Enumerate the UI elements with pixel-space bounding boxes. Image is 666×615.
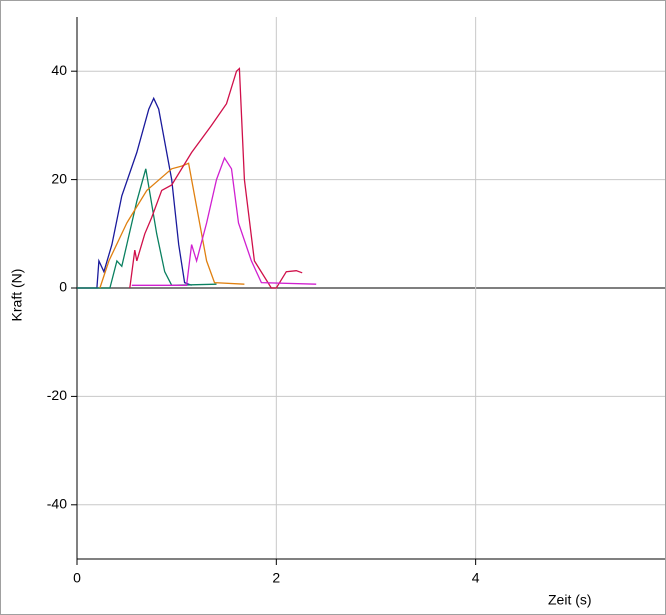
data-line: [131, 156, 317, 286]
x-tick-label: 0: [73, 570, 81, 586]
y-axis-label: Kraft (N): [9, 269, 25, 322]
y-tick-label: -40: [47, 496, 67, 512]
x-tick-label: 4: [472, 570, 480, 586]
data-line: [129, 67, 303, 289]
y-tick-label: 40: [51, 62, 67, 78]
x-axis-label: Zeit (s): [548, 592, 592, 608]
y-tick-label: 0: [59, 279, 67, 295]
y-tick-label: -20: [47, 387, 67, 403]
data-line: [99, 162, 245, 289]
data-line: [77, 96, 192, 289]
data-line: [77, 168, 217, 289]
y-tick-label: 20: [51, 170, 67, 186]
x-tick-label: 2: [272, 570, 280, 586]
